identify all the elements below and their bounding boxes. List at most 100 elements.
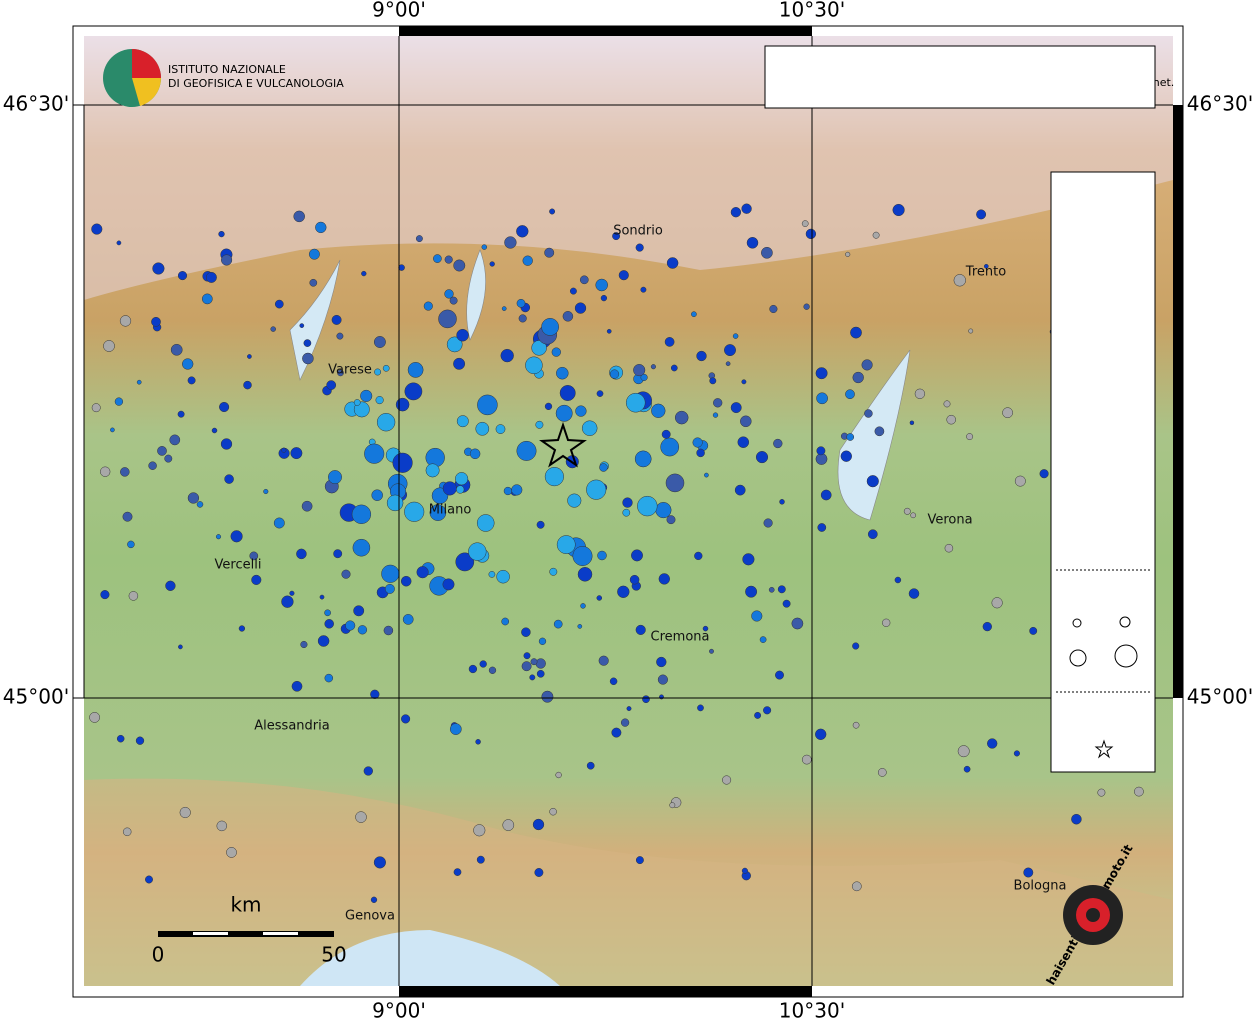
intensity-dot (622, 497, 633, 508)
intensity-dot (544, 467, 564, 487)
axis-label-right: 46°30' (1187, 92, 1253, 116)
intensity-dot (877, 768, 887, 777)
intensity-dot (562, 311, 574, 322)
city-label: Alessandria (254, 719, 329, 734)
intensity-dot (666, 515, 676, 525)
intensity-dot (549, 567, 558, 576)
intensity-dot (503, 486, 513, 496)
intensity-dot (968, 328, 974, 334)
intensity-dot (864, 409, 873, 418)
intensity-dot (521, 627, 531, 637)
intensity-dot (309, 278, 318, 287)
intensity-dot (249, 551, 259, 561)
intensity-dot (637, 495, 658, 517)
intensity-dot (415, 235, 423, 243)
intensity-dot (145, 875, 153, 884)
intensity-dot (815, 728, 827, 740)
intensity-dot (861, 359, 873, 371)
intensity-dot (661, 429, 671, 439)
intensity-dot (301, 500, 313, 512)
axis-label-top: 9°00' (372, 0, 426, 22)
city-label: Varese (328, 363, 372, 378)
intensity-dot (696, 350, 707, 362)
intensity-dot (559, 385, 576, 401)
intensity-dot (324, 609, 331, 617)
intensity-dot (187, 492, 200, 504)
intensity-dot (360, 389, 373, 402)
intensity-dot (674, 410, 689, 425)
intensity-dot (157, 446, 167, 456)
intensity-dot (976, 209, 987, 220)
intensity-dot (631, 549, 643, 562)
intensity-dot (696, 448, 705, 458)
intensity-dot (179, 806, 191, 819)
intensity-dot (516, 298, 526, 308)
intensity-dot (453, 357, 466, 370)
intensity-dot (119, 315, 132, 327)
intensity-dot (500, 348, 514, 363)
intensity-dot (476, 855, 485, 864)
intensity-dot (481, 244, 488, 250)
intensity-dot (303, 339, 312, 347)
intensity-dot (326, 380, 337, 390)
intensity-dot (476, 514, 495, 532)
intensity-dot (692, 437, 703, 448)
scale-unit: km (230, 893, 261, 917)
intensity-dot (289, 590, 295, 596)
intensity-dot (501, 306, 507, 311)
intensity-dot (894, 576, 902, 584)
intensity-dot (221, 254, 233, 266)
intensity-dot (127, 540, 135, 549)
intensity-dot (416, 566, 429, 579)
intensity-dot (364, 443, 385, 464)
intensity-dot (734, 484, 746, 496)
intensity-dot (910, 512, 917, 519)
axis-label-right: 45°00' (1187, 685, 1253, 709)
intensity-dot (438, 309, 457, 329)
intensity-dot (713, 398, 723, 408)
intensity-dot (331, 314, 342, 325)
intensity-dot (544, 247, 555, 258)
intensity-dot (351, 504, 372, 524)
header-box (764, 45, 1156, 109)
intensity-dot (530, 658, 538, 666)
intensity-dot (165, 580, 176, 591)
intensity-dot (598, 655, 609, 666)
intensity-dot (238, 625, 246, 632)
intensity-dot (617, 585, 630, 598)
intensity-dot (722, 775, 732, 785)
intensity-dot (444, 289, 454, 299)
intensity-dot (404, 382, 423, 401)
intensity-dot (375, 396, 384, 405)
intensity-dot (475, 421, 490, 436)
intensity-dot (730, 402, 742, 414)
intensity-dot (801, 220, 809, 227)
intensity-dot (504, 236, 517, 249)
intensity-dot (374, 368, 382, 376)
intensity-dot (635, 624, 646, 635)
intensity-dot (611, 727, 622, 738)
intensity-dot (577, 567, 593, 582)
intensity-dot (535, 658, 546, 669)
intensity-dot (392, 452, 413, 473)
intensity-dot (909, 420, 915, 426)
intensity-dot (91, 223, 103, 235)
intensity-dot (453, 868, 462, 876)
intensity-dot (247, 354, 252, 359)
intensity-dot (669, 802, 676, 809)
intensity-dot (449, 296, 458, 305)
intensity-dot (324, 673, 334, 683)
intensity-dot (355, 811, 367, 823)
intensity-dot (556, 535, 576, 554)
intensity-dot (606, 328, 612, 334)
intensity-dot (1134, 786, 1144, 797)
intensity-dot (712, 412, 719, 418)
intensity-dot (477, 394, 498, 416)
intensity-dot (574, 302, 587, 314)
intensity-dot (536, 669, 545, 678)
intensity-dot (670, 364, 678, 372)
intensity-dot (148, 461, 157, 470)
axis-label-bottom: 9°00' (372, 999, 426, 1023)
intensity-dot (580, 603, 586, 609)
intensity-dot (600, 294, 608, 302)
